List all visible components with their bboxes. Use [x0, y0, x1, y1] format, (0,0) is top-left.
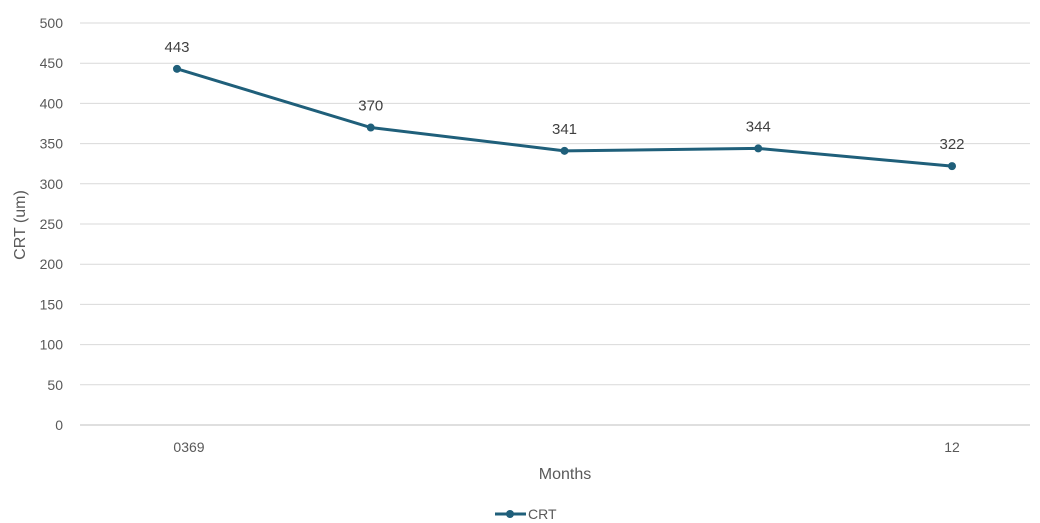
- y-tick-label-500: 500: [40, 15, 64, 31]
- y-tick-label-0: 0: [55, 417, 63, 433]
- x-tick-label-0: 0369: [173, 439, 204, 455]
- y-axis-ticks: 0 50 100 150 200 250 300 350 400 450 500: [40, 15, 64, 433]
- data-label-2: 341: [552, 121, 577, 138]
- legend: CRT: [495, 506, 557, 522]
- y-tick-label-350: 350: [40, 136, 64, 152]
- x-axis-title: Months: [539, 466, 591, 483]
- data-point-4: [948, 162, 956, 171]
- y-axis-title: CRT (um): [12, 190, 29, 260]
- gridlines: [80, 22, 1030, 386]
- data-point-2: [560, 146, 569, 155]
- y-tick-label-400: 400: [40, 95, 64, 111]
- legend-label-crt: CRT: [528, 506, 557, 522]
- data-point-0: [173, 64, 181, 73]
- y-tick-label-250: 250: [40, 216, 64, 232]
- series-group: 443 370 341 344 322: [164, 39, 965, 171]
- legend-dot-marker: [506, 510, 514, 518]
- x-tick-label-1: 12: [944, 439, 960, 455]
- data-label-3: 344: [746, 118, 771, 135]
- data-label-0: 443: [164, 39, 189, 56]
- y-tick-label-450: 450: [40, 55, 64, 71]
- data-point-3: [754, 144, 763, 153]
- y-tick-label-100: 100: [40, 337, 64, 353]
- y-tick-label-50: 50: [47, 377, 63, 393]
- data-label-4: 322: [939, 136, 964, 153]
- data-label-1: 370: [358, 98, 383, 115]
- y-tick-label-150: 150: [40, 296, 64, 312]
- y-tick-label-300: 300: [40, 176, 64, 192]
- x-axis-ticks: 0369 12: [173, 439, 960, 455]
- y-tick-label-200: 200: [40, 256, 64, 272]
- data-point-1: [366, 123, 375, 132]
